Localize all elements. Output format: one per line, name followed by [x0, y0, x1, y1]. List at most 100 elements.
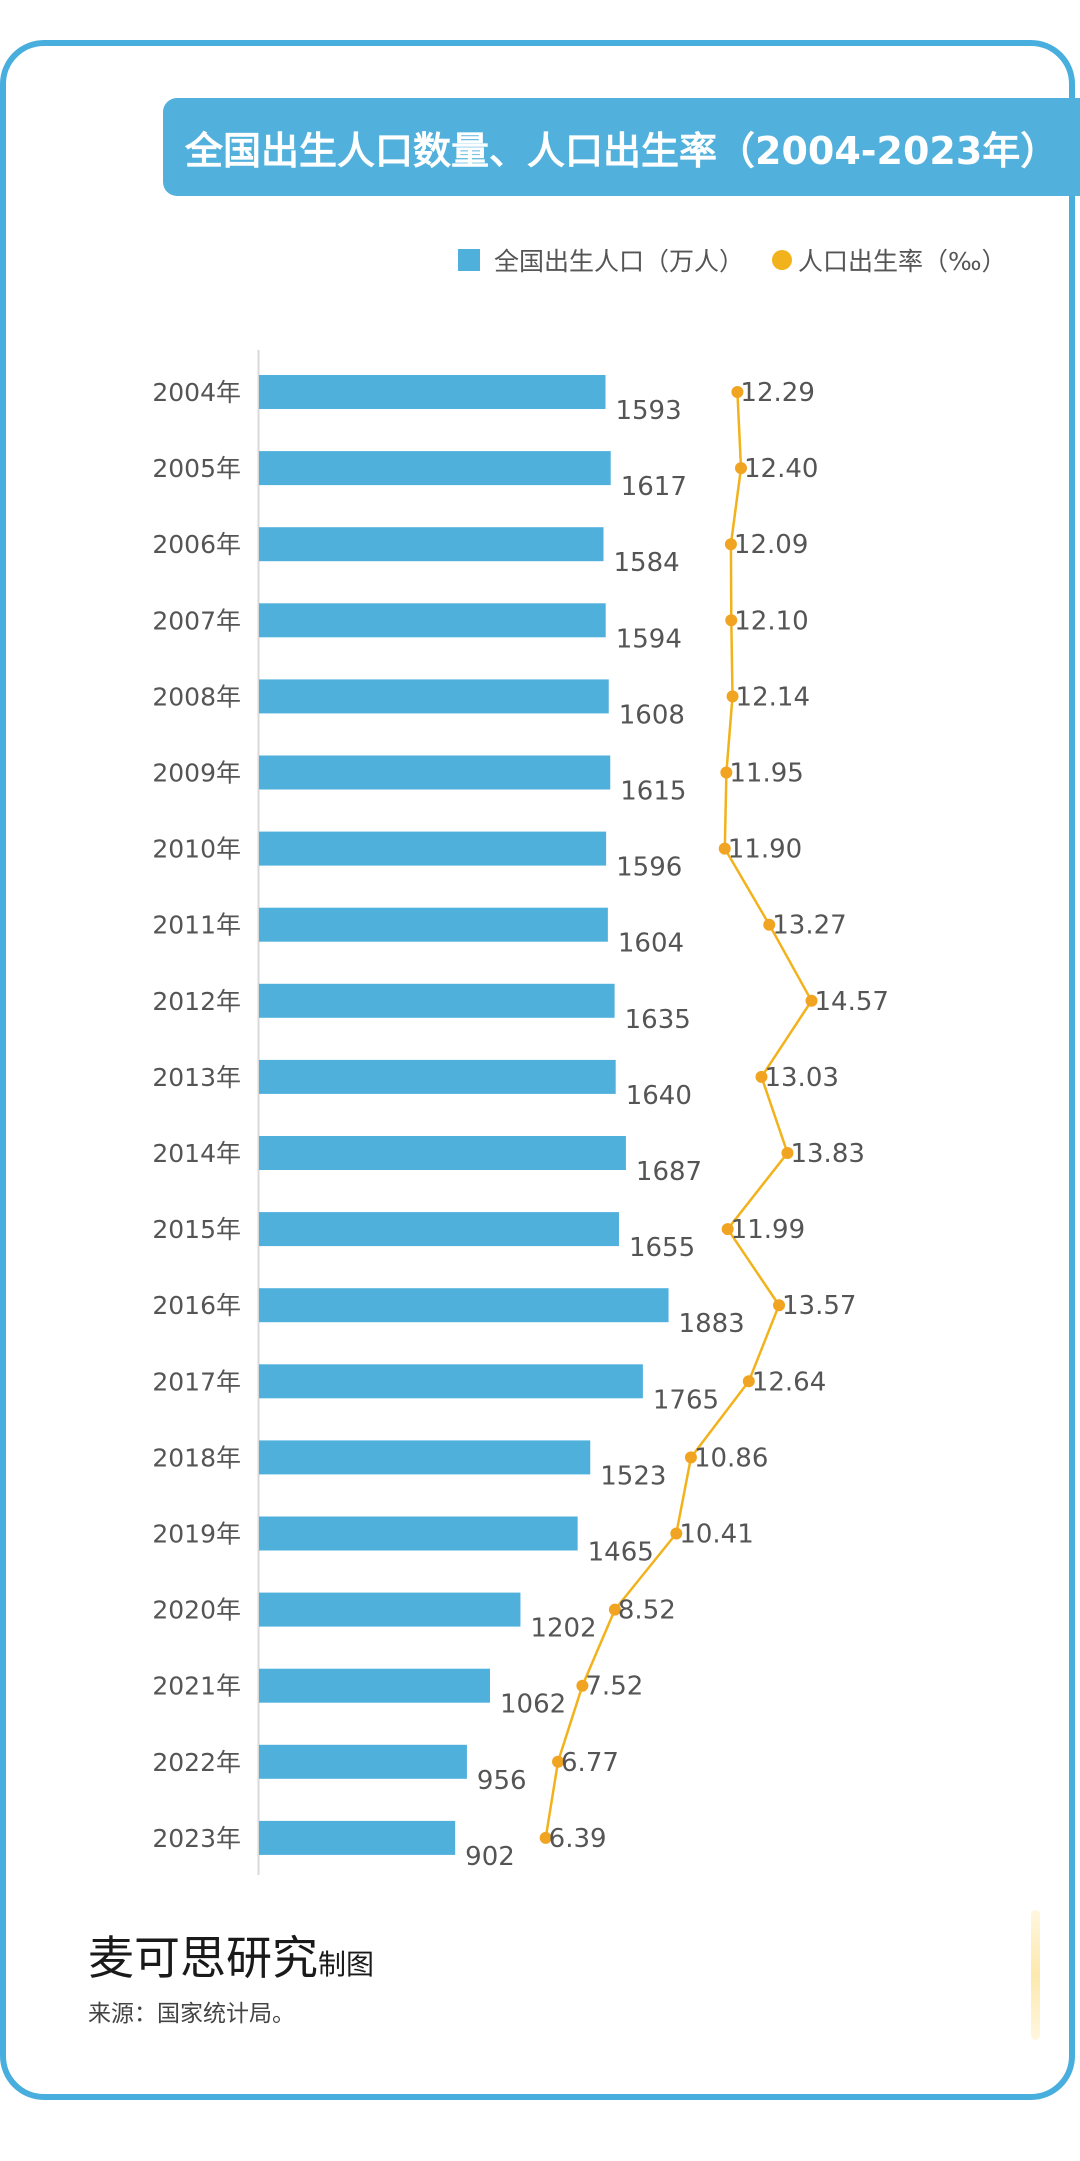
rate-value-label: 13.83	[790, 1139, 864, 1169]
bar-births	[259, 451, 611, 486]
bar-births	[259, 1288, 669, 1323]
rate-value-label: 12.29	[740, 378, 814, 408]
rate-value-label: 10.41	[679, 1520, 753, 1550]
rate-point	[735, 462, 747, 475]
bar-births	[259, 603, 606, 638]
rate-point	[781, 1147, 794, 1159]
rate-value-label: 13.03	[764, 1063, 838, 1093]
bar-value-label: 1062	[500, 1690, 566, 1720]
rate-point	[539, 1831, 552, 1844]
rate-value-label: 12.14	[736, 682, 810, 712]
rate-value-label: 12.09	[734, 530, 808, 560]
bar-births	[259, 907, 608, 942]
rate-point	[755, 1070, 768, 1083]
legend-dot-swatch	[772, 250, 793, 270]
brand-name: 麦可思研究	[88, 1931, 318, 1985]
bar-value-label: 902	[465, 1842, 515, 1872]
bar-births	[259, 1059, 616, 1094]
rate-point	[670, 1527, 683, 1540]
rate-point	[576, 1679, 589, 1692]
rate-value-label: 11.95	[729, 759, 803, 789]
bar-births	[259, 983, 615, 1018]
bar-births	[259, 527, 604, 562]
rate-point	[552, 1755, 565, 1768]
rate-point	[724, 538, 737, 551]
rate-point	[725, 614, 738, 627]
rate-value-label: 12.10	[734, 606, 808, 636]
category-label: 2017年	[152, 1367, 241, 1396]
category-label: 2015年	[152, 1215, 241, 1244]
bar-value-label: 1883	[679, 1309, 745, 1339]
bar-value-label: 1596	[616, 853, 682, 883]
bar-value-label: 956	[477, 1766, 527, 1796]
bar-value-label: 1617	[621, 472, 687, 502]
category-label: 2023年	[152, 1824, 241, 1853]
category-label: 2010年	[152, 835, 241, 864]
category-label: 2009年	[152, 759, 241, 788]
category-label: 2004年	[152, 378, 241, 407]
bar-value-label: 1523	[600, 1461, 666, 1491]
bar-value-label: 1635	[625, 1005, 691, 1035]
category-label: 2019年	[152, 1520, 241, 1549]
bar-value-label: 1604	[618, 929, 684, 959]
bar-births	[259, 1592, 521, 1627]
rate-value-label: 11.90	[728, 835, 802, 865]
category-label: 2008年	[152, 682, 241, 711]
category-label: 2007年	[152, 606, 241, 635]
rate-value-label: 11.99	[731, 1215, 805, 1245]
category-label: 2014年	[152, 1139, 241, 1168]
brand-suffix: 制图	[318, 1948, 375, 1981]
rate-point	[721, 1223, 734, 1236]
birth-chart: 2004年 1593 2005年 1617 2006年 1584 2007年 1594 2008…	[152, 350, 889, 1875]
bar-value-label: 1655	[629, 1233, 695, 1263]
rate-point	[608, 1603, 621, 1616]
rate-value-label: 14.57	[815, 987, 889, 1017]
rate-point	[684, 1451, 697, 1464]
bar-value-label: 1594	[616, 624, 682, 654]
legend-bar-swatch	[458, 249, 480, 271]
bar-births	[259, 831, 607, 866]
bar-births	[259, 755, 611, 790]
rate-value-label: 6.39	[549, 1824, 607, 1854]
bar-births	[259, 1820, 456, 1855]
chart-legend: 全国出生人口（万人） 人口出生率（‰）	[458, 242, 1007, 278]
bar-value-label: 1687	[636, 1157, 702, 1187]
bar-births	[259, 1212, 619, 1247]
card-frame	[0, 40, 1075, 2100]
rate-point	[718, 842, 731, 855]
rate-value-label: 7.52	[585, 1672, 643, 1702]
chart-title: 全国出生人口数量、人口出生率（2004-2023年）	[185, 128, 1059, 173]
category-label: 2018年	[152, 1443, 241, 1472]
bar-value-label: 1593	[615, 396, 681, 426]
rate-value-label: 8.52	[618, 1596, 676, 1626]
category-label: 2005年	[152, 454, 241, 483]
bar-births	[259, 1440, 591, 1475]
category-label: 2022年	[152, 1748, 241, 1777]
category-label: 2011年	[152, 911, 241, 940]
rate-value-label: 13.27	[772, 911, 846, 941]
rate-point	[763, 918, 776, 931]
bar-births	[259, 1744, 467, 1779]
category-label: 2013年	[152, 1063, 241, 1092]
bar-value-label: 1615	[620, 777, 686, 807]
decorative-strip	[1031, 1910, 1040, 2040]
rate-point	[726, 690, 739, 703]
bar-births	[259, 1136, 626, 1170]
rate-line	[544, 391, 813, 1839]
bar-value-label: 1202	[530, 1614, 596, 1644]
data-source: 来源：国家统计局。	[88, 2001, 295, 2027]
rate-value-label: 10.86	[694, 1443, 768, 1473]
legend-rate-label: 人口出生率（‰）	[798, 247, 1007, 276]
bar-births	[259, 1668, 490, 1703]
bar-value-label: 1584	[614, 548, 680, 578]
bar-value-label: 1640	[626, 1081, 692, 1111]
rate-value-label: 6.77	[561, 1748, 619, 1778]
bar-births	[259, 1516, 578, 1551]
bar-births	[259, 679, 609, 714]
bar-value-label: 1608	[619, 700, 685, 730]
category-label: 2012年	[152, 987, 241, 1016]
rate-value-label: 12.64	[752, 1367, 826, 1397]
title-banner: 全国出生人口数量、人口出生率（2004-2023年）	[163, 98, 1080, 196]
category-label: 2016年	[152, 1291, 241, 1320]
rate-value-label: 12.40	[744, 454, 818, 484]
